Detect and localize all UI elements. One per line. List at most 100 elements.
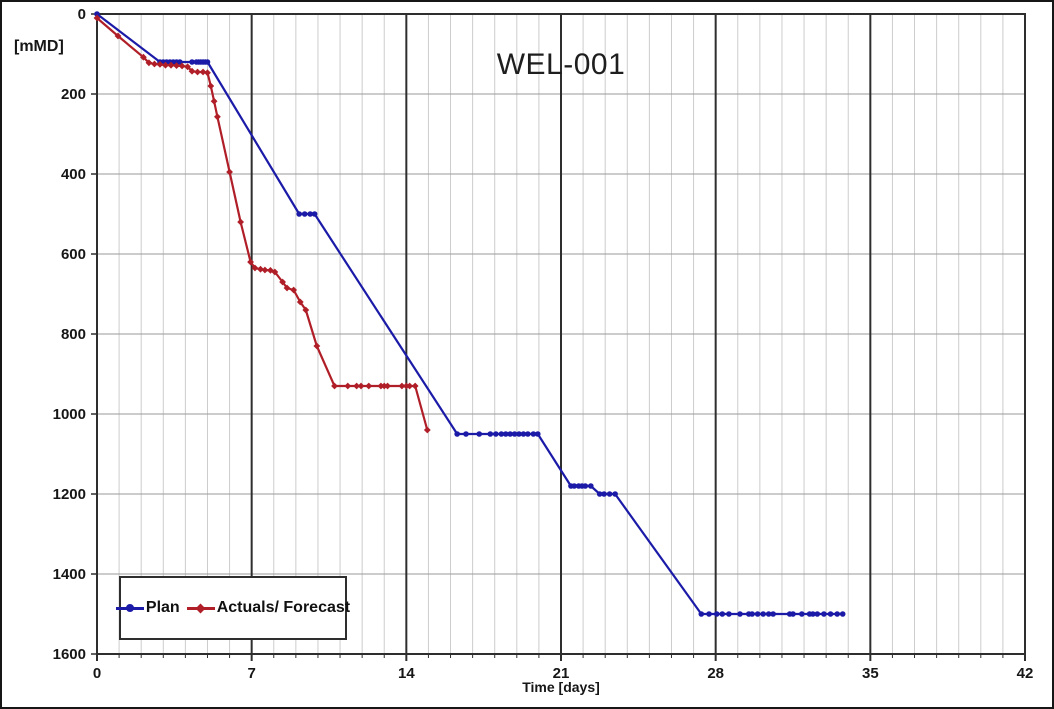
data-point-marker bbox=[140, 53, 147, 61]
actuals-series bbox=[93, 14, 431, 434]
series-line bbox=[96, 17, 429, 431]
data-point-marker bbox=[713, 611, 720, 617]
data-point-marker bbox=[834, 611, 840, 617]
actuals-marker-icon bbox=[195, 603, 206, 613]
data-point-marker bbox=[516, 431, 522, 437]
data-point-marker bbox=[406, 382, 414, 390]
actuals-line-swatch bbox=[186, 603, 215, 613]
data-point-marker bbox=[307, 211, 314, 217]
data-point-marker bbox=[827, 611, 834, 617]
x-tick-label: 42 bbox=[1017, 665, 1034, 682]
x-tick-label: 35 bbox=[862, 665, 879, 682]
y-tick-label: 400 bbox=[61, 166, 86, 183]
legend-item-plan: Plan bbox=[115, 599, 180, 617]
data-point-marker bbox=[184, 63, 191, 71]
x-tick-label: 7 bbox=[247, 665, 255, 682]
legend-label-actuals: Actuals/ Forecast bbox=[216, 599, 351, 616]
data-point-marker bbox=[194, 68, 201, 76]
x-tick-label: 14 bbox=[398, 665, 415, 682]
data-point-marker bbox=[765, 611, 772, 617]
data-point-marker bbox=[754, 611, 761, 617]
data-point-marker bbox=[344, 382, 352, 390]
data-point-marker bbox=[210, 97, 218, 105]
data-point-marker bbox=[204, 59, 211, 65]
legend: Plan Actuals/ Forecast bbox=[115, 576, 351, 640]
data-point-marker bbox=[463, 431, 469, 437]
data-point-marker bbox=[237, 218, 245, 226]
data-point-marker bbox=[507, 431, 513, 437]
y-tick-label: 1600 bbox=[53, 646, 86, 663]
legend-label-plan: Plan bbox=[145, 599, 180, 616]
data-point-marker bbox=[535, 431, 541, 437]
data-point-marker bbox=[94, 11, 100, 17]
data-point-marker bbox=[726, 611, 732, 617]
data-point-marker bbox=[770, 611, 776, 617]
data-point-marker bbox=[487, 431, 494, 437]
data-point-marker bbox=[156, 61, 164, 68]
data-point-marker bbox=[204, 69, 211, 77]
data-point-marker bbox=[511, 431, 518, 437]
data-point-marker bbox=[588, 483, 594, 489]
x-tick-label: 21 bbox=[553, 665, 570, 682]
data-point-marker bbox=[271, 268, 279, 276]
data-point-marker bbox=[612, 491, 618, 497]
data-point-marker bbox=[799, 611, 805, 617]
data-point-marker bbox=[790, 611, 796, 617]
data-point-marker bbox=[698, 611, 705, 617]
data-point-marker bbox=[411, 382, 419, 390]
data-point-marker bbox=[145, 59, 153, 67]
y-tick-label: 200 bbox=[61, 86, 86, 103]
data-point-marker bbox=[520, 431, 527, 437]
data-point-marker bbox=[189, 59, 195, 65]
data-point-marker bbox=[353, 382, 361, 390]
data-point-marker bbox=[296, 298, 304, 306]
y-tick-label: 800 bbox=[61, 326, 86, 343]
data-point-marker bbox=[571, 483, 578, 489]
x-axis-title: Time [days] bbox=[522, 679, 600, 695]
data-point-marker bbox=[476, 431, 483, 437]
data-point-marker bbox=[251, 264, 259, 272]
data-point-marker bbox=[760, 611, 766, 617]
y-tick-label: 0 bbox=[78, 6, 86, 23]
data-point-marker bbox=[167, 61, 175, 69]
legend-item-actuals: Actuals/ Forecast bbox=[186, 599, 351, 617]
data-point-marker bbox=[331, 382, 338, 390]
data-point-marker bbox=[177, 59, 183, 65]
axis-tick-marks bbox=[91, 13, 1026, 661]
data-point-marker bbox=[423, 426, 431, 434]
y-tick-label: 1400 bbox=[53, 566, 86, 583]
y-tick-label: 1200 bbox=[53, 486, 86, 503]
data-point-marker bbox=[719, 611, 726, 617]
y-tick-label: 1000 bbox=[53, 406, 86, 423]
data-point-marker bbox=[839, 611, 846, 617]
data-point-marker bbox=[311, 211, 318, 217]
y-axis-unit-label: [mMD] bbox=[14, 38, 64, 55]
data-point-marker bbox=[199, 68, 207, 76]
data-point-marker bbox=[301, 211, 308, 217]
data-point-marker bbox=[606, 491, 613, 497]
data-point-marker bbox=[525, 431, 531, 437]
data-point-marker bbox=[384, 382, 391, 390]
data-point-marker bbox=[173, 62, 180, 69]
data-point-marker bbox=[601, 491, 607, 497]
data-point-marker bbox=[114, 32, 122, 40]
x-tick-label: 28 bbox=[707, 665, 724, 682]
series-line bbox=[96, 13, 843, 616]
data-point-marker bbox=[706, 611, 712, 617]
data-point-marker bbox=[454, 431, 460, 437]
y-tick-labels: 0 200 400 600 800 1000 1200 1400 1600 bbox=[53, 6, 86, 663]
plan-marker-icon bbox=[125, 604, 134, 612]
data-point-marker bbox=[530, 431, 537, 437]
data-point-marker bbox=[151, 60, 158, 68]
plan-series bbox=[94, 11, 846, 617]
data-point-marker bbox=[279, 278, 286, 286]
data-point-marker bbox=[247, 258, 254, 266]
data-point-marker bbox=[596, 491, 603, 497]
data-point-marker bbox=[283, 284, 291, 292]
data-point-marker bbox=[178, 62, 186, 70]
data-point-marker bbox=[498, 431, 505, 437]
data-point-marker bbox=[226, 168, 233, 176]
major-vertical-gridlines bbox=[250, 14, 872, 654]
data-point-marker bbox=[357, 382, 365, 390]
plan-line-swatch bbox=[115, 604, 144, 612]
